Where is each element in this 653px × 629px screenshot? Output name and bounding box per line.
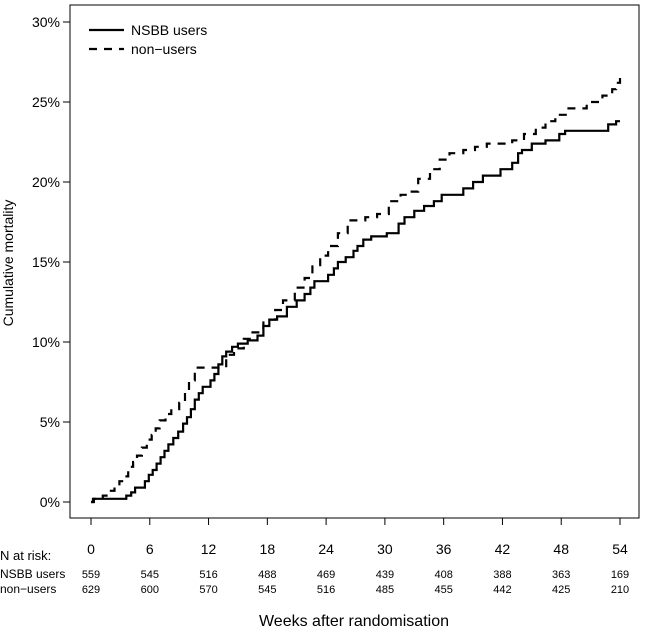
series-lines	[91, 71, 622, 504]
x-tick-label: 0	[87, 541, 95, 557]
plot-frame	[69, 4, 640, 519]
risk-count-non-users: 210	[611, 584, 629, 596]
risk-table: N at risk: NSBB users non−users 559 629 54…	[0, 548, 629, 596]
risk-table-row-label: NSBB users	[0, 567, 65, 581]
x-tick-label: 18	[260, 541, 276, 557]
x-tick-label: 30	[377, 541, 393, 557]
x-tick-label: 48	[553, 541, 569, 557]
y-tick-label: 15%	[32, 254, 60, 270]
risk-table-row-label: non−users	[0, 582, 56, 596]
risk-count-nsbb-users: 516	[199, 569, 217, 581]
risk-count-nsbb-users: 559	[82, 569, 100, 581]
risk-count-non-users: 545	[258, 584, 276, 596]
risk-count-nsbb-users: 439	[376, 569, 394, 581]
y-tick-label: 0%	[40, 494, 60, 510]
risk-count-non-users: 570	[199, 584, 217, 596]
risk-count-nsbb-users: 408	[434, 569, 452, 581]
x-axis: 0 6 12 18 24 30 36 42 48 54	[87, 518, 628, 557]
risk-count-non-users: 629	[82, 584, 100, 596]
x-tick-label: 6	[146, 541, 154, 557]
risk-count-nsbb-users: 388	[493, 569, 511, 581]
x-axis-title: Weeks after randomisation	[259, 613, 449, 629]
series-line-non-users	[91, 71, 622, 504]
y-tick-label: 5%	[40, 414, 60, 430]
risk-count-non-users: 485	[376, 584, 394, 596]
y-axis: 0% 5% 10% 15% 20% 25% 30%	[32, 14, 70, 510]
risk-count-non-users: 425	[552, 584, 570, 596]
risk-count-nsbb-users: 169	[611, 569, 629, 581]
x-tick-label: 24	[318, 541, 334, 557]
risk-count-nsbb-users: 545	[141, 569, 159, 581]
risk-count-non-users: 455	[434, 584, 452, 596]
risk-count-non-users: 600	[141, 584, 159, 596]
legend: NSBB users non−users	[89, 22, 207, 57]
series-line-nsbb-users	[91, 120, 620, 504]
risk-count-non-users: 516	[317, 584, 335, 596]
legend-label-non-users: non−users	[131, 41, 197, 57]
y-tick-label: 10%	[32, 334, 60, 350]
risk-count-nsbb-users: 488	[258, 569, 276, 581]
risk-count-nsbb-users: 363	[552, 569, 570, 581]
x-tick-label: 36	[436, 541, 452, 557]
risk-count-non-users: 442	[493, 584, 511, 596]
y-tick-label: 20%	[32, 174, 60, 190]
x-tick-label: 12	[201, 541, 217, 557]
y-tick-label: 25%	[32, 94, 60, 110]
x-tick-label: 42	[495, 541, 511, 557]
risk-count-nsbb-users: 469	[317, 569, 335, 581]
risk-table-title: N at risk:	[0, 548, 51, 563]
y-axis-title: Cumulative mortality	[0, 200, 16, 327]
y-tick-label: 30%	[32, 14, 60, 30]
x-tick-label: 54	[612, 541, 628, 557]
legend-label-nsbb-users: NSBB users	[131, 22, 207, 38]
